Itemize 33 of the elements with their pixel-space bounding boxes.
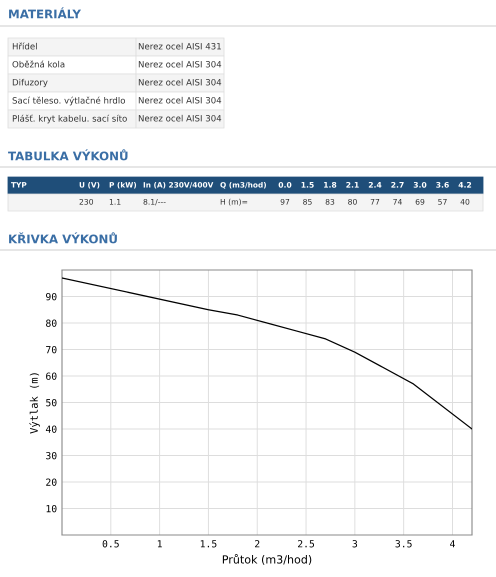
text: Nerez ocel AISI 304 [138,96,222,104]
text: Plášť. kryt kabelu. sací síto [12,114,127,124]
y-tick-label: 60 [46,372,57,380]
text: Sací těleso. výtlačné hrdlo [12,96,126,106]
x-tick-label: 1 [158,540,162,548]
text: MATERIÁLY [9,7,82,18]
x-tick-label: 0.5 [102,540,119,548]
y-tick-label: 50 [46,399,57,406]
y-axis-title: Výtlak (m) [29,373,40,434]
text: Nerez ocel AISI 431 [138,42,221,50]
chart-title: KŘIVKA VÝKONŮ [9,232,117,244]
x-tick-label: 1.5 [200,540,216,548]
text: Nerez ocel AISI 304 [138,78,222,86]
line-series [62,277,472,430]
y-tick-label: 30 [46,452,57,460]
text: Difuzory [12,78,48,88]
x-tick-label: 3.5 [396,540,412,548]
text: Oběžná kola [12,60,64,68]
text: Nerez ocel AISI 304 [138,114,222,122]
x-axis-title: Průtok (m3/hod) [222,554,312,565]
x-tick-label: 3 [352,540,358,548]
y-tick-label: 70 [46,346,57,354]
y-tick-label: 20 [46,478,57,486]
x-tick-label: 2.5 [298,540,314,548]
y-tick-label: 40 [46,426,57,433]
text: Nerez ocel AISI 304 [138,60,222,68]
y-tick-label: 90 [46,293,57,300]
y-tick-label: 80 [46,320,57,327]
text: TABULKA VÝKONŮ [8,149,128,160]
x-tick-label: 2 [255,540,260,548]
y-tick-label: 10 [46,505,57,512]
text: Hřídel [12,42,37,50]
x-tick-label: 4 [450,540,455,548]
